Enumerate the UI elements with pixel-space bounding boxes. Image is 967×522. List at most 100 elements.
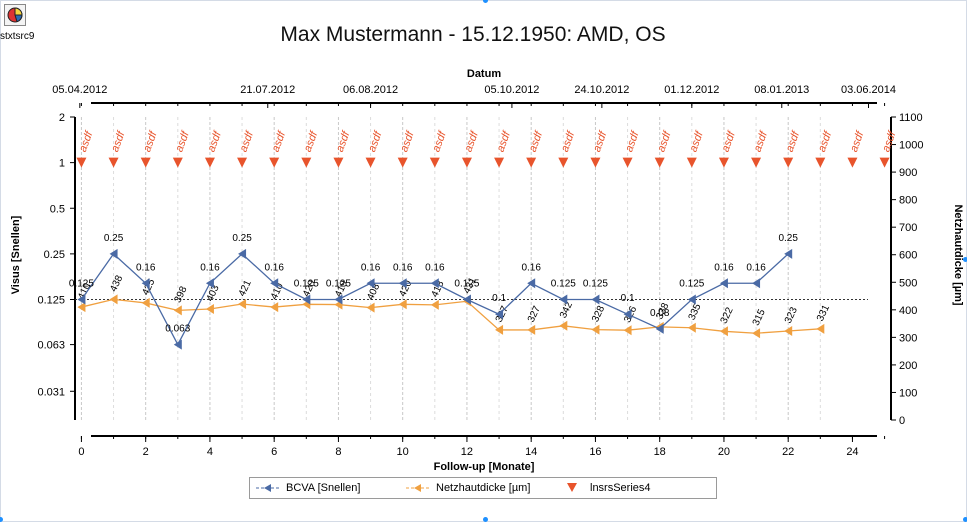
y-left-tick-label-1: 1 [59, 158, 65, 170]
x-tick-label-2: 4 [207, 446, 213, 458]
bcva-point-18[interactable] [655, 323, 664, 334]
bcva-point-21[interactable] [752, 278, 761, 289]
lnsrsseries4-point-16[interactable] [590, 157, 601, 168]
lnsrsseries4-point-21[interactable] [751, 157, 762, 168]
bcva-label-5: 0.25 [232, 233, 252, 244]
lnsrsseries4-point-3[interactable] [172, 157, 183, 168]
netzhautdicke-point-16[interactable] [591, 324, 600, 335]
netzhautdicke-point-2[interactable] [141, 297, 150, 308]
netzhautdicke-point-10[interactable] [398, 299, 407, 310]
lnsrsseries4-point-8[interactable] [333, 157, 344, 168]
resize-handle-bottom-left[interactable] [0, 517, 3, 522]
lnsrsseries4-point-20[interactable] [718, 157, 729, 168]
lnsrsseries4-point-14[interactable] [526, 157, 537, 168]
lnsrsseries4-point-25[interactable] [879, 157, 890, 168]
lnsrsseries4-point-22[interactable] [783, 157, 794, 168]
netzhautdicke-label-16: 328 [590, 304, 607, 324]
legend-label-bcva: BCVA [Snellen] [286, 482, 361, 494]
bcva-point-0[interactable] [77, 294, 86, 305]
lnsrsseries4-label-2: asdf [141, 129, 160, 154]
bcva-label-10: 0.16 [393, 262, 413, 273]
lnsrsseries4-label-1: asdf [109, 129, 128, 154]
netzhautdicke-label-22: 323 [783, 305, 800, 325]
x-tick-label-11: 22 [782, 446, 794, 458]
lnsrsseries4-point-12[interactable] [461, 157, 472, 168]
lnsrsseries4-point-15[interactable] [558, 157, 569, 168]
bcva-point-3[interactable] [173, 339, 182, 350]
netzhautdicke-point-17[interactable] [623, 325, 632, 336]
lnsrsseries4-point-2[interactable] [140, 157, 151, 168]
bcva-point-22[interactable] [784, 248, 793, 259]
lnsrsseries4-label-17: asdf [623, 129, 642, 154]
bcva-point-20[interactable] [719, 278, 728, 289]
netzhautdicke-point-5[interactable] [238, 299, 247, 310]
netzhautdicke-point-19[interactable] [687, 322, 696, 333]
x-tick-label-12: 24 [846, 446, 858, 458]
bcva-point-13[interactable] [495, 309, 504, 320]
bcva-point-1[interactable] [109, 248, 118, 259]
lnsrsseries4-point-7[interactable] [301, 157, 312, 168]
bcva-point-6[interactable] [270, 278, 279, 289]
netzhautdicke-label-14: 327 [526, 304, 543, 324]
resize-handle-right[interactable] [963, 257, 967, 262]
y-right-tick-label-1: 100 [899, 387, 917, 399]
netzhautdicke-point-3[interactable] [173, 305, 182, 316]
netzhautdicke-point-13[interactable] [495, 324, 504, 335]
lnsrsseries4-label-22: asdf [784, 129, 803, 154]
netzhautdicke-point-20[interactable] [719, 326, 728, 337]
bcva-point-12[interactable] [462, 294, 471, 305]
bcva-point-16[interactable] [591, 294, 600, 305]
top-axis-title: Datum [467, 68, 501, 80]
lnsrsseries4-point-19[interactable] [686, 157, 697, 168]
netzhautdicke-point-4[interactable] [205, 303, 214, 314]
netzhautdicke-point-0[interactable] [77, 302, 86, 313]
app-chart-icon[interactable] [4, 4, 26, 26]
bcva-point-14[interactable] [527, 278, 536, 289]
y-right-tick-label-2: 200 [899, 360, 917, 372]
y-right-tick-label-0: 0 [899, 415, 905, 427]
lnsrsseries4-point-6[interactable] [269, 157, 280, 168]
bcva-point-8[interactable] [334, 294, 343, 305]
bcva-point-19[interactable] [687, 294, 696, 305]
lnsrsseries4-point-11[interactable] [429, 157, 440, 168]
lnsrsseries4-point-18[interactable] [654, 157, 665, 168]
lnsrsseries4-point-4[interactable] [204, 157, 215, 168]
lnsrsseries4-point-13[interactable] [494, 157, 505, 168]
bcva-point-2[interactable] [141, 278, 150, 289]
resize-handle-top[interactable] [483, 0, 488, 3]
bcva-label-9: 0.16 [361, 262, 381, 273]
netzhautdicke-point-23[interactable] [816, 323, 825, 334]
netzhautdicke-point-9[interactable] [366, 302, 375, 313]
lnsrsseries4-point-0[interactable] [76, 157, 87, 168]
lnsrsseries4-point-9[interactable] [365, 157, 376, 168]
resize-handle-bottom-right[interactable] [963, 517, 967, 522]
lnsrsseries4-point-17[interactable] [622, 157, 633, 168]
bcva-point-5[interactable] [238, 248, 247, 259]
netzhautdicke-point-21[interactable] [752, 328, 761, 339]
lnsrsseries4-point-5[interactable] [237, 157, 248, 168]
lnsrsseries4-point-1[interactable] [108, 157, 119, 168]
lnsrsseries4-point-24[interactable] [847, 157, 858, 168]
legend-swatch-lnsrsseries4 [567, 483, 577, 492]
netzhautdicke-point-22[interactable] [784, 326, 793, 337]
netzhautdicke-point-11[interactable] [430, 299, 439, 310]
resize-handle-bottom[interactable] [483, 517, 488, 522]
netzhautdicke-point-14[interactable] [527, 324, 536, 335]
top-tick-label-0: 05.04.2012 [52, 84, 107, 96]
netzhautdicke-point-1[interactable] [109, 294, 118, 305]
bcva-point-9[interactable] [366, 278, 375, 289]
bcva-label-3: 0.063 [165, 324, 190, 335]
bcva-point-17[interactable] [623, 309, 632, 320]
bcva-point-15[interactable] [559, 294, 568, 305]
lnsrsseries4-point-23[interactable] [815, 157, 826, 168]
bcva-point-10[interactable] [398, 278, 407, 289]
netzhautdicke-point-15[interactable] [559, 320, 568, 331]
bcva-point-7[interactable] [302, 294, 311, 305]
lnsrsseries4-point-10[interactable] [397, 157, 408, 168]
lnsrsseries4-label-3: asdf [173, 129, 192, 154]
lnsrsseries4-label-11: asdf [430, 129, 449, 154]
bcva-point-11[interactable] [430, 278, 439, 289]
y-right-tick-label-7: 700 [899, 222, 917, 234]
bcva-point-4[interactable] [205, 278, 214, 289]
netzhautdicke-point-6[interactable] [270, 302, 279, 313]
